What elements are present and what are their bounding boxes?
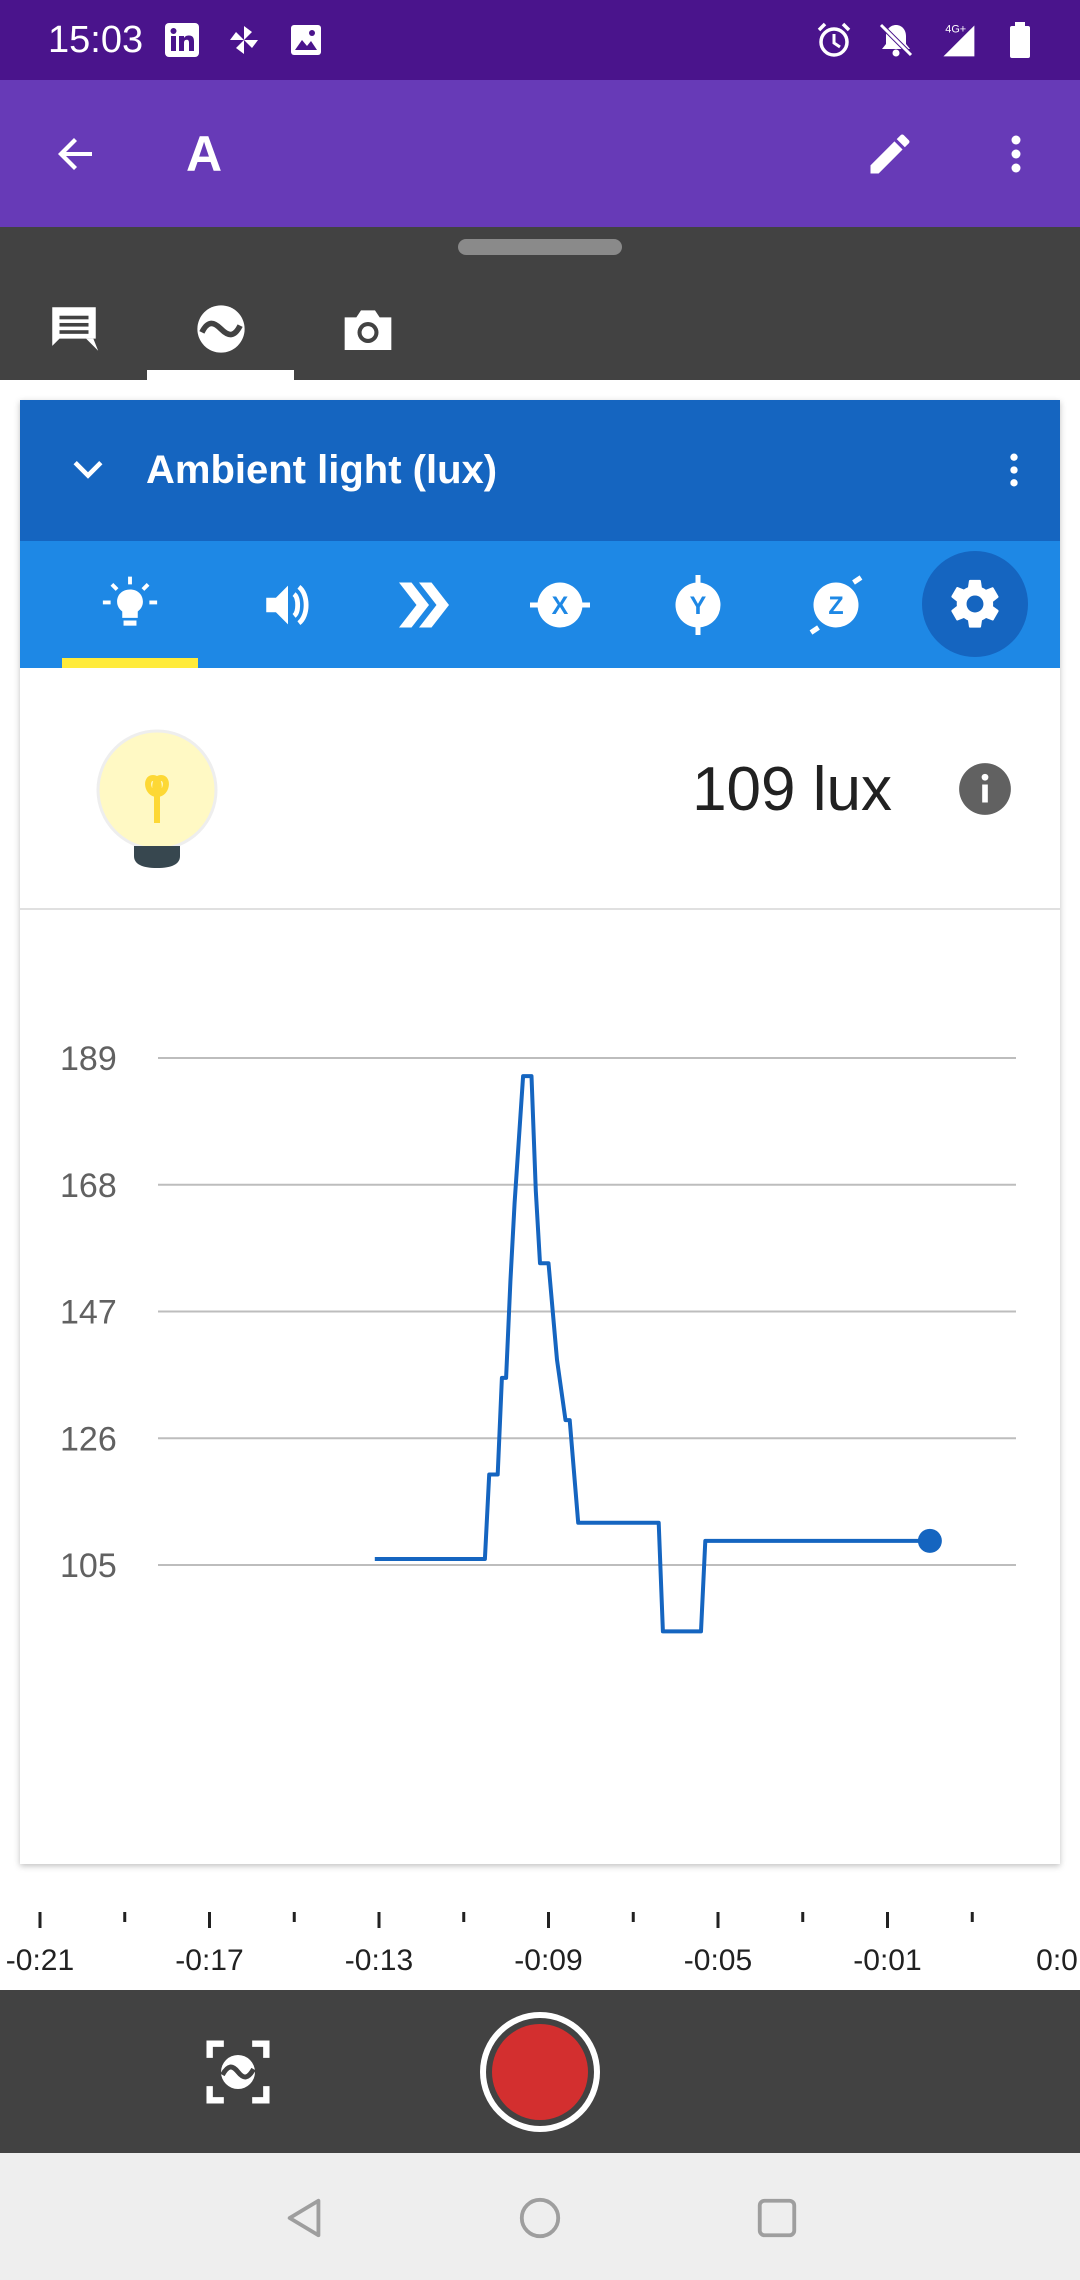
card-more-button[interactable] — [984, 440, 1044, 500]
time-axis-ticks: -0:21 -0:17 -0:13 -0:09 -0:05 -0:01 0:0 — [6, 1912, 1078, 1977]
nav-home-icon — [519, 2197, 561, 2239]
sensor-tab-ambient-light[interactable] — [62, 541, 198, 668]
status-bar: 15:03 4G+ — [0, 0, 1080, 80]
series-line — [374, 1074, 930, 1634]
sensor-wave-icon — [196, 304, 245, 353]
nav-back-button[interactable] — [270, 2183, 340, 2253]
svg-text:Z: Z — [828, 591, 843, 619]
y-tick-label: 168 — [60, 1167, 117, 1205]
gear-icon — [951, 579, 999, 628]
nav-back-icon — [287, 2198, 321, 2238]
x-axis-icon: X — [530, 582, 590, 627]
edit-button[interactable] — [858, 122, 922, 186]
chevrons-icon — [399, 582, 449, 627]
x-tick-label: -0:05 — [684, 1944, 752, 1977]
sensor-tab-accel-z[interactable]: Z — [768, 541, 904, 668]
tab-notes[interactable] — [0, 277, 147, 380]
x-tick-label: -0:13 — [345, 1944, 413, 1977]
system-nav-bar — [0, 2153, 1080, 2280]
nav-home-button[interactable] — [505, 2183, 575, 2253]
sensor-title: Ambient light (lux) — [146, 448, 498, 492]
y-tick-label: 147 — [60, 1294, 117, 1332]
pinwheel-icon — [224, 20, 264, 60]
x-tick-label: -0:17 — [175, 1944, 243, 1977]
info-icon — [959, 763, 1011, 815]
image-icon — [286, 20, 326, 60]
arrow-back-icon — [58, 138, 92, 170]
lightbulb-illustration — [92, 728, 222, 883]
alarm-icon — [814, 20, 854, 60]
chart-plot: 189 168 147 126 105 — [60, 1040, 1016, 1634]
notifications-off-icon — [876, 20, 916, 60]
x-tick-label: -0:01 — [853, 1944, 921, 1977]
reading-row: 109 lux — [20, 668, 1060, 910]
linkedin-icon — [162, 20, 202, 60]
sensor-tab-sound[interactable] — [220, 541, 356, 668]
status-time: 15:03 — [48, 19, 144, 61]
snapshot-button[interactable] — [198, 2032, 278, 2112]
chevron-down-icon — [73, 461, 103, 479]
nav-recents-icon — [757, 2198, 797, 2238]
app-bar: A — [0, 80, 1080, 227]
battery-icon — [1000, 20, 1040, 60]
more-options-button[interactable] — [984, 122, 1048, 186]
network-label: 4G+ — [945, 24, 966, 36]
snapshot-icon — [206, 2040, 270, 2104]
sensor-card: Ambient light (lux) X Y Z — [20, 400, 1060, 1864]
time-axis[interactable]: -0:21 -0:17 -0:13 -0:09 -0:05 -0:01 0:0 — [0, 1898, 1080, 1990]
sensor-tab-accel-x[interactable]: X — [492, 541, 628, 668]
record-button[interactable] — [480, 2012, 600, 2132]
sensor-tab-linear-acceleration[interactable] — [356, 541, 492, 668]
current-value-point — [917, 1528, 942, 1553]
z-axis-icon: Z — [809, 574, 863, 635]
more-vert-icon — [1010, 453, 1018, 487]
record-ring — [486, 2018, 594, 2126]
drawer-tab-strip — [0, 227, 1080, 380]
volume-icon — [266, 584, 309, 625]
svg-text:Y: Y — [690, 591, 707, 619]
collapse-button[interactable] — [58, 440, 118, 500]
x-tick-label: 0:0 — [1036, 1944, 1078, 1977]
sensor-tabs: X Y Z — [20, 541, 1060, 668]
record-icon — [492, 2024, 588, 2120]
more-vert-icon — [1011, 135, 1021, 173]
edit-icon — [870, 134, 910, 174]
y-tick-label: 126 — [60, 1420, 117, 1458]
back-button[interactable] — [44, 122, 108, 186]
app-title: A — [186, 126, 223, 182]
sensor-card-header: Ambient light (lux) — [20, 400, 1060, 541]
x-tick-label: -0:09 — [514, 1944, 582, 1977]
info-button[interactable] — [958, 762, 1012, 816]
recording-controls — [0, 1990, 1080, 2153]
sensor-settings-button[interactable] — [922, 551, 1028, 657]
note-icon — [51, 306, 98, 351]
tab-sensors[interactable] — [147, 277, 294, 380]
svg-text:X: X — [552, 591, 569, 619]
network-4g-icon: 4G+ — [938, 20, 978, 60]
y-axis-icon: Y — [675, 574, 721, 635]
drag-handle[interactable] — [458, 239, 622, 255]
nav-recents-button[interactable] — [742, 2183, 812, 2253]
sensor-tab-accel-y[interactable]: Y — [630, 541, 766, 668]
lightbulb-icon — [102, 576, 158, 626]
y-tick-label: 105 — [60, 1547, 117, 1585]
camera-icon — [344, 309, 391, 350]
y-tick-label: 189 — [60, 1040, 117, 1078]
x-tick-label: -0:21 — [6, 1944, 74, 1977]
sensor-reading: 109 lux — [692, 755, 892, 824]
tab-camera[interactable] — [294, 277, 441, 380]
sensor-chart[interactable]: 189 168 147 126 105 — [20, 910, 1060, 1864]
